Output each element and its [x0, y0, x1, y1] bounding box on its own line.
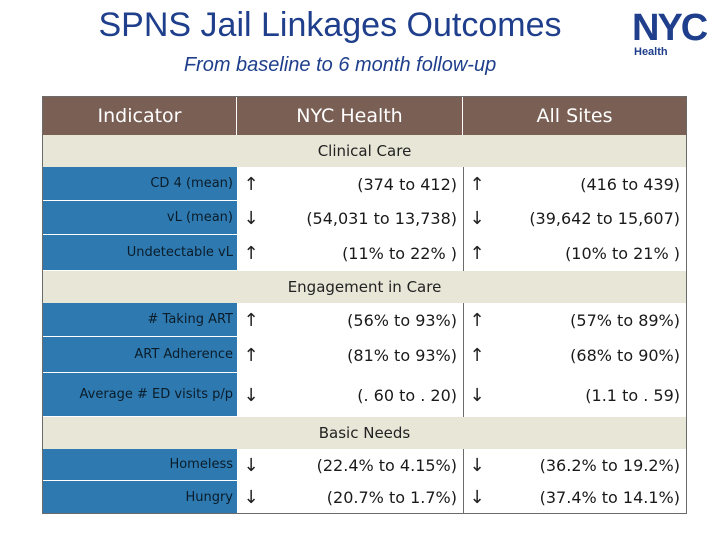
indicator-label: ART Adherence	[43, 337, 237, 373]
down-arrow-icon: ↓	[469, 384, 485, 406]
up-arrow-icon: ↑	[243, 242, 259, 264]
up-arrow-icon: ↑	[243, 173, 259, 195]
table-row: ART Adherence ↑ (81% to 93%) ↑ (68% to 9…	[43, 337, 686, 373]
nyc-health-value: (11% to 22% )	[342, 243, 457, 263]
logo-wordmark: NYC	[632, 8, 708, 49]
all-sites-value: (39,642 to 15,607)	[529, 208, 680, 228]
outcomes-table: Indicator NYC Health All Sites Clinical …	[42, 96, 687, 514]
all-sites-value: (68% to 90%)	[570, 345, 680, 365]
table-row: Average # ED visits p/p ↓ (. 60 to . 20)…	[43, 373, 686, 417]
table-row: CD 4 (mean) ↑ (374 to 412) ↑ (416 to 439…	[43, 167, 686, 201]
column-header-nyc-health: NYC Health	[237, 97, 463, 135]
section-header-clinical-care: Clinical Care	[43, 135, 686, 167]
column-divider	[463, 303, 464, 417]
slide-title: SPNS Jail Linkages Outcomes	[98, 6, 562, 44]
down-arrow-icon: ↓	[243, 207, 259, 229]
indicator-label: CD 4 (mean)	[43, 167, 237, 201]
table-row: Homeless ↓ (22.4% to 4.15%) ↓ (36.2% to …	[43, 449, 686, 481]
all-sites-value: (36.2% to 19.2%)	[539, 455, 680, 475]
table-row: # Taking ART ↑ (56% to 93%) ↑ (57% to 89…	[43, 303, 686, 337]
down-arrow-icon: ↓	[243, 486, 259, 508]
nyc-health-value: (374 to 412)	[357, 174, 457, 194]
up-arrow-icon: ↑	[469, 344, 485, 366]
section-header-basic-needs: Basic Needs	[43, 417, 686, 449]
indicator-label: # Taking ART	[43, 303, 237, 337]
indicator-label: Average # ED visits p/p	[43, 373, 237, 417]
up-arrow-icon: ↑	[469, 173, 485, 195]
nyc-health-value: (20.7% to 1.7%)	[326, 487, 457, 507]
up-arrow-icon: ↑	[469, 309, 485, 331]
down-arrow-icon: ↓	[469, 486, 485, 508]
nyc-health-value: (81% to 93%)	[347, 345, 457, 365]
all-sites-value: (416 to 439)	[580, 174, 680, 194]
nyc-health-value: (22.4% to 4.15%)	[316, 455, 457, 475]
column-header-all-sites: All Sites	[536, 105, 613, 127]
nyc-health-value: (. 60 to . 20)	[357, 385, 457, 405]
column-divider	[463, 449, 464, 513]
column-divider	[463, 167, 464, 271]
indicator-label: Homeless	[43, 449, 237, 481]
nyc-health-logo: NYC	[632, 8, 710, 49]
all-sites-value: (37.4% to 14.1%)	[539, 487, 680, 507]
column-header-indicator: Indicator	[43, 97, 237, 135]
all-sites-value: (10% to 21% )	[565, 243, 680, 263]
table-header-row: Indicator NYC Health All Sites	[43, 97, 686, 135]
down-arrow-icon: ↓	[243, 384, 259, 406]
up-arrow-icon: ↑	[243, 309, 259, 331]
nyc-health-value: (56% to 93%)	[347, 310, 457, 330]
up-arrow-icon: ↑	[469, 242, 485, 264]
up-arrow-icon: ↑	[243, 344, 259, 366]
all-sites-value: (57% to 89%)	[570, 310, 680, 330]
indicator-label: Hungry	[43, 481, 237, 513]
down-arrow-icon: ↓	[243, 454, 259, 476]
table-row: vL (mean) ↓ (54,031 to 13,738) ↓ (39,642…	[43, 201, 686, 235]
logo-caption: Health	[634, 46, 668, 58]
indicator-label: vL (mean)	[43, 201, 237, 235]
down-arrow-icon: ↓	[469, 207, 485, 229]
all-sites-value: (1.1 to . 59)	[585, 385, 680, 405]
nyc-health-value: (54,031 to 13,738)	[306, 208, 457, 228]
table-row: Undetectable vL ↑ (11% to 22% ) ↑ (10% t…	[43, 235, 686, 271]
down-arrow-icon: ↓	[469, 454, 485, 476]
section-header-engagement-in-care: Engagement in Care	[43, 271, 686, 303]
table-row: Hungry ↓ (20.7% to 1.7%) ↓ (37.4% to 14.…	[43, 481, 686, 513]
slide-subtitle: From baseline to 6 month follow-up	[183, 54, 497, 76]
indicator-label: Undetectable vL	[43, 235, 237, 271]
